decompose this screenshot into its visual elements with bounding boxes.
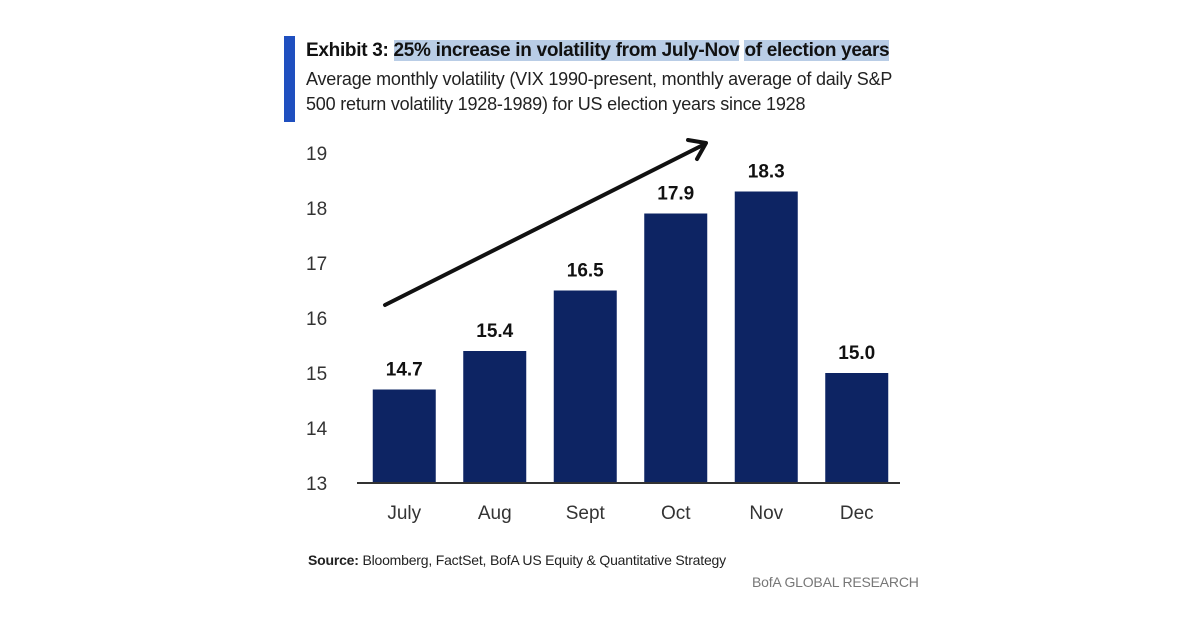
data-label: 18.3 <box>748 162 785 183</box>
data-label: 15.0 <box>838 343 875 364</box>
trend-arrow-head <box>686 138 708 161</box>
bar-sept <box>553 290 617 483</box>
x-category-label: Aug <box>478 503 512 524</box>
x-axis-labels: July Aug Sept Oct Nov Dec <box>387 503 873 524</box>
x-category-label: Nov <box>749 503 783 524</box>
chart-subtitle: Average monthly volatility (VIX 1990-pre… <box>306 69 892 114</box>
source-text: Bloomberg, FactSet, BofA US Equity & Qua… <box>362 552 726 568</box>
data-label: 17.9 <box>657 184 694 205</box>
bars <box>372 191 889 483</box>
data-label: 16.5 <box>567 261 604 282</box>
y-tick-label: 13 <box>306 474 327 495</box>
bar-aug <box>463 351 527 483</box>
bar-july <box>372 389 436 483</box>
bar-oct <box>644 213 708 483</box>
y-tick-label: 18 <box>306 199 327 220</box>
data-label: 15.4 <box>476 321 513 342</box>
y-tick-label: 16 <box>306 309 327 330</box>
x-category-label: Sept <box>566 503 606 524</box>
source-note: Source: Bloomberg, FactSet, BofA US Equi… <box>308 552 726 568</box>
y-tick-label: 17 <box>306 254 327 275</box>
bar-nov <box>734 191 798 483</box>
data-label: 14.7 <box>386 360 423 381</box>
y-tick-label: 14 <box>306 419 328 440</box>
title-highlight-2: of election years <box>744 40 890 61</box>
data-labels: 14.7 15.4 16.5 17.9 18.3 15.0 <box>386 162 875 381</box>
trend-arrow <box>383 138 708 307</box>
source-label: Source: <box>308 552 359 568</box>
bar-dec <box>825 373 889 483</box>
title-accent-bar <box>284 36 295 122</box>
chart-title: Exhibit 3: 25% increase in volatility fr… <box>306 40 890 62</box>
exhibit-label: Exhibit 3: <box>306 40 389 61</box>
title-highlight-1: 25% increase in volatility from July-Nov <box>393 40 740 61</box>
y-axis-ticks: 13 14 15 16 17 18 19 <box>306 144 328 495</box>
brand-label: BofA GLOBAL RESEARCH <box>752 574 919 590</box>
y-tick-label: 19 <box>306 144 327 165</box>
y-tick-label: 15 <box>306 364 327 385</box>
x-category-label: Oct <box>661 503 691 524</box>
trend-arrow-shaft <box>383 142 707 307</box>
x-category-label: Dec <box>840 503 874 524</box>
x-category-label: July <box>387 503 421 524</box>
